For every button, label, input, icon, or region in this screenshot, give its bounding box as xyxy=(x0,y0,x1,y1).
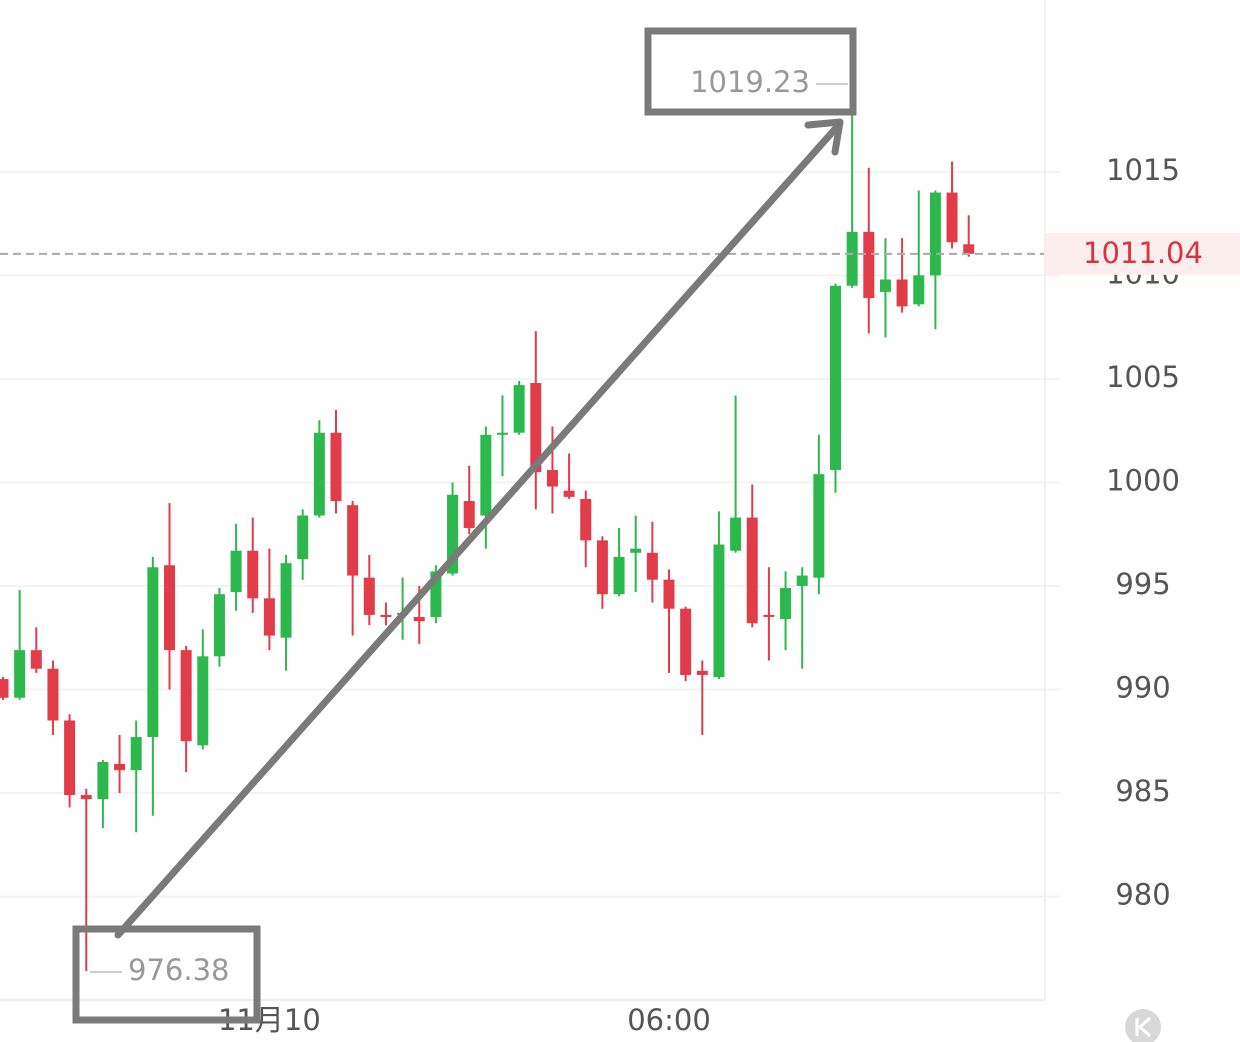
y-tick-label: 995 xyxy=(1115,567,1170,601)
candle-body xyxy=(879,279,891,292)
candle-body xyxy=(713,544,725,678)
user-drawing xyxy=(72,27,857,1024)
k-icon xyxy=(1135,1016,1152,1038)
candle-body xyxy=(30,650,42,669)
candle-body xyxy=(746,517,758,624)
candle-body xyxy=(530,383,542,473)
candle-body xyxy=(846,231,858,286)
candle-body xyxy=(80,795,92,800)
y-tick-label: 980 xyxy=(1115,877,1170,911)
candle-body xyxy=(613,556,625,595)
candle-body xyxy=(596,540,608,595)
candle-body xyxy=(213,594,225,657)
candle-body xyxy=(946,192,958,243)
y-tick-label: 1005 xyxy=(1106,360,1180,394)
candle-body xyxy=(497,432,508,435)
candle-body xyxy=(313,432,325,516)
candle-body xyxy=(114,763,126,771)
candle-body xyxy=(913,275,925,305)
candle-body xyxy=(130,737,142,771)
candle-body xyxy=(0,679,9,698)
y-tick-label: 985 xyxy=(1115,774,1170,808)
grid xyxy=(0,170,1060,898)
annotation-box xyxy=(72,925,261,1024)
arrow-head xyxy=(804,118,844,156)
annotation-box xyxy=(644,27,857,116)
candle-body xyxy=(164,565,175,651)
candle-body xyxy=(796,575,808,586)
candle-body xyxy=(47,668,59,721)
max-price-label: 1019.23 xyxy=(690,65,810,99)
candle-body xyxy=(763,614,775,617)
last-price-label: 1011.04 xyxy=(1083,236,1203,270)
candle-body xyxy=(197,656,209,746)
candle-body xyxy=(830,285,841,470)
candles xyxy=(0,84,975,972)
last-price-bg xyxy=(1045,232,1240,275)
candle-body xyxy=(230,550,242,593)
candle-body xyxy=(963,244,975,254)
candle-body xyxy=(430,571,442,617)
candle-body xyxy=(896,279,908,307)
candle-body xyxy=(563,490,575,497)
candle-body xyxy=(180,650,192,742)
candle-body xyxy=(513,385,525,433)
candle-body xyxy=(480,434,492,516)
candle-body xyxy=(247,550,259,599)
y-tick-label: 1000 xyxy=(1106,463,1180,497)
candle-body xyxy=(147,567,159,738)
candle-body xyxy=(347,505,359,576)
candle-body xyxy=(363,577,375,615)
candle-body xyxy=(447,494,459,574)
candle-body xyxy=(263,598,275,636)
candle-body xyxy=(413,616,425,622)
candle-body xyxy=(64,720,76,796)
x-tick-label: 06:00 xyxy=(627,1003,711,1037)
candle-body xyxy=(646,552,658,580)
candle-body xyxy=(463,501,475,528)
candle-body xyxy=(863,231,875,299)
candle-body xyxy=(730,517,742,551)
candle-body xyxy=(780,587,792,620)
candle-body xyxy=(380,614,392,617)
candle-body xyxy=(330,432,342,502)
y-tick-label: 1015 xyxy=(1106,153,1180,187)
candle-body xyxy=(280,563,292,638)
candle-body xyxy=(696,670,708,675)
candle-body xyxy=(297,515,309,560)
trend-arrow xyxy=(114,124,840,939)
candle-body xyxy=(663,579,675,609)
candle-body xyxy=(813,474,825,578)
min-price-label: 976.38 xyxy=(128,953,229,987)
labels: 980985990995100010051010101511月1006:0010… xyxy=(0,65,1240,1037)
candle-body xyxy=(630,548,642,553)
candle-body xyxy=(580,498,592,541)
candle-body xyxy=(929,192,941,276)
y-tick-label: 990 xyxy=(1115,670,1170,704)
candle-body xyxy=(14,650,26,698)
candle-body xyxy=(97,761,109,800)
candle-body xyxy=(546,469,558,487)
candle-body xyxy=(680,608,692,675)
